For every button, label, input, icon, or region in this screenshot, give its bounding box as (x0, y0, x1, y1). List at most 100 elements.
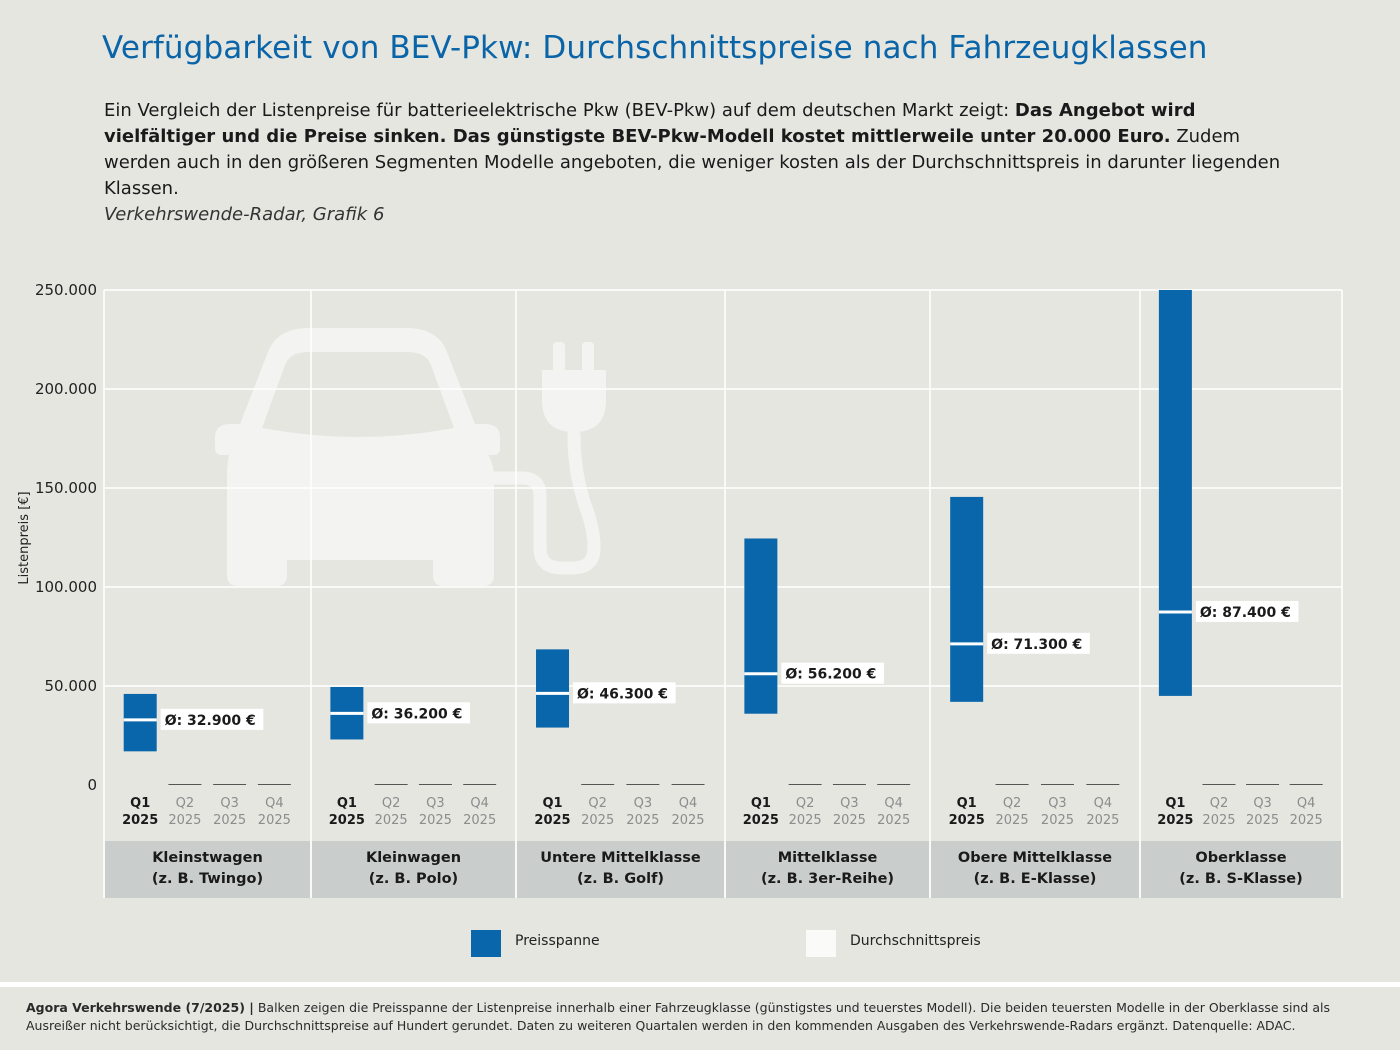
quarter-year: 2025 (329, 813, 365, 828)
range-chart: 0 50.000 100.000 150.000 200.000 250.000 List… (17, 281, 1343, 898)
y-tick-label: 200.000 (35, 380, 97, 398)
quarter-year: 2025 (1157, 813, 1193, 828)
average-label: Ø: 36.200 € (371, 706, 462, 722)
range-bar (536, 649, 570, 728)
quarter-label: Q2 (1210, 796, 1229, 811)
quarter-year: 2025 (375, 813, 408, 828)
category-example: (z. B. Polo) (369, 871, 458, 887)
quarter-year: 2025 (949, 813, 985, 828)
category-band-cell (1141, 841, 1341, 898)
legend-swatch-range (471, 930, 501, 957)
quarter-year: 2025 (626, 813, 659, 828)
category-name: Kleinwagen (366, 850, 461, 866)
quarter-year: 2025 (581, 813, 614, 828)
quarter-year: 2025 (1041, 813, 1074, 828)
legend-label-average: Durchschnittspreis (850, 933, 981, 949)
intro-tail: Zudem werden auch in den größeren Segmen… (104, 126, 1281, 199)
quarter-label: Q1 (542, 796, 562, 811)
category-band-cell (931, 841, 1139, 898)
quarter-label: Q1 (1165, 796, 1185, 811)
category-name: Oberklasse (1195, 850, 1286, 866)
category-name: Kleinstwagen (152, 850, 263, 866)
average-label: Ø: 56.200 € (785, 667, 876, 683)
quarter-label: Q2 (176, 796, 195, 811)
quarter-label: Q4 (265, 796, 284, 811)
charging-plug-head (542, 342, 606, 432)
y-tick-label: 0 (87, 776, 97, 794)
average-label: Ø: 32.900 € (165, 713, 256, 729)
bars: Ø: 32.900 € Ø: 36.200 € Ø: 46.300 € Ø: 56.2… (123, 290, 1323, 785)
range-bar (744, 538, 778, 714)
quarter-year: 2025 (789, 813, 822, 828)
category-example: (z. B. E-Klasse) (974, 871, 1097, 887)
quarter-label: Q4 (1297, 796, 1316, 811)
quarter-year: 2025 (258, 813, 291, 828)
quarter-label: Q4 (884, 796, 903, 811)
quarter-label: Q1 (957, 796, 977, 811)
chart-title: Verfügbarkeit von BEV-Pkw: Durchschnitts… (102, 30, 1208, 66)
quarter-year: 2025 (1086, 813, 1119, 828)
average-label-bg (1195, 600, 1299, 622)
category-name: Mittelklasse (778, 850, 878, 866)
quarter-label: Q3 (426, 796, 445, 811)
quarter-label: Q2 (382, 796, 401, 811)
quarter-year: 2025 (463, 813, 496, 828)
category-example: (z. B. S-Klasse) (1179, 871, 1302, 887)
quarter-year: 2025 (419, 813, 452, 828)
y-tick-label: 100.000 (35, 578, 97, 596)
intro-text: Ein Vergleich der Listenpreise für batte… (104, 98, 1304, 228)
quarter-label: Q2 (1003, 796, 1022, 811)
quarter-label: Q3 (1048, 796, 1067, 811)
quarter-label: Q1 (337, 796, 357, 811)
intro-bold: Das Angebot wird vielfältiger und die Pr… (104, 100, 1196, 147)
quarter-labels: Q1 2025 Q2 2025 Q3 2025 Q4 2025 Q1 2025 Q2 2025 Q3 20… (122, 796, 1323, 828)
quarter-label: Q2 (588, 796, 607, 811)
charging-plug-icon (487, 428, 601, 575)
y-tick-label: 50.000 (45, 677, 98, 695)
quarter-year: 2025 (877, 813, 910, 828)
electric-car-windshield (262, 352, 454, 437)
quarter-label: Q3 (840, 796, 859, 811)
quarter-label: Q1 (130, 796, 150, 811)
average-label-bg (160, 708, 264, 730)
range-bar (950, 496, 984, 702)
range-bar (1158, 290, 1192, 696)
y-tick-label: 150.000 (35, 479, 97, 497)
average-label: Ø: 71.300 € (991, 637, 1082, 653)
quarter-year: 2025 (1202, 813, 1235, 828)
source-line: Verkehrswende-Radar, Grafik 6 (104, 204, 385, 225)
category-name: Obere Mittelklasse (958, 850, 1112, 866)
legend-label-range: Preisspanne (515, 933, 600, 949)
quarter-year: 2025 (534, 813, 570, 828)
average-label-bg (781, 662, 884, 684)
footnote-text: Balken zeigen die Preisspanne der Listen… (26, 1000, 1330, 1033)
range-bar (123, 693, 157, 752)
intro-plain: Ein Vergleich der Listenpreise für batte… (104, 100, 1015, 121)
quarter-label: Q4 (679, 796, 698, 811)
average-label: Ø: 46.300 € (577, 686, 668, 702)
y-axis-label: Listenpreis [€] (17, 491, 32, 584)
category-example: (z. B. 3er-Reihe) (761, 871, 894, 887)
quarter-year: 2025 (996, 813, 1029, 828)
quarter-year: 2025 (122, 813, 158, 828)
average-label-bg (367, 702, 470, 724)
average-label: Ø: 87.400 € (1200, 605, 1291, 621)
quarter-label: Q4 (1094, 796, 1113, 811)
quarter-year: 2025 (833, 813, 866, 828)
average-label-bg (573, 682, 676, 704)
footer-divider (0, 982, 1400, 987)
quarter-year: 2025 (168, 813, 201, 828)
quarter-label: Q3 (220, 796, 239, 811)
grid (103, 289, 1343, 898)
footnote-source: Agora Verkehrswende (7/2025) | (26, 1000, 254, 1015)
quarter-label: Q4 (470, 796, 489, 811)
category-band: Kleinstwagen (z. B. Twingo) Kleinwagen (z. … (105, 841, 1341, 898)
category-band-cell (517, 841, 724, 898)
footnote: Agora Verkehrswende (7/2025) | Balken ze… (26, 999, 1376, 1035)
category-band-cell (312, 841, 515, 898)
quarter-label: Q2 (796, 796, 815, 811)
quarter-year: 2025 (213, 813, 246, 828)
quarter-year: 2025 (1246, 813, 1279, 828)
legend-swatch-average (806, 930, 836, 957)
category-band-cell (105, 841, 310, 898)
